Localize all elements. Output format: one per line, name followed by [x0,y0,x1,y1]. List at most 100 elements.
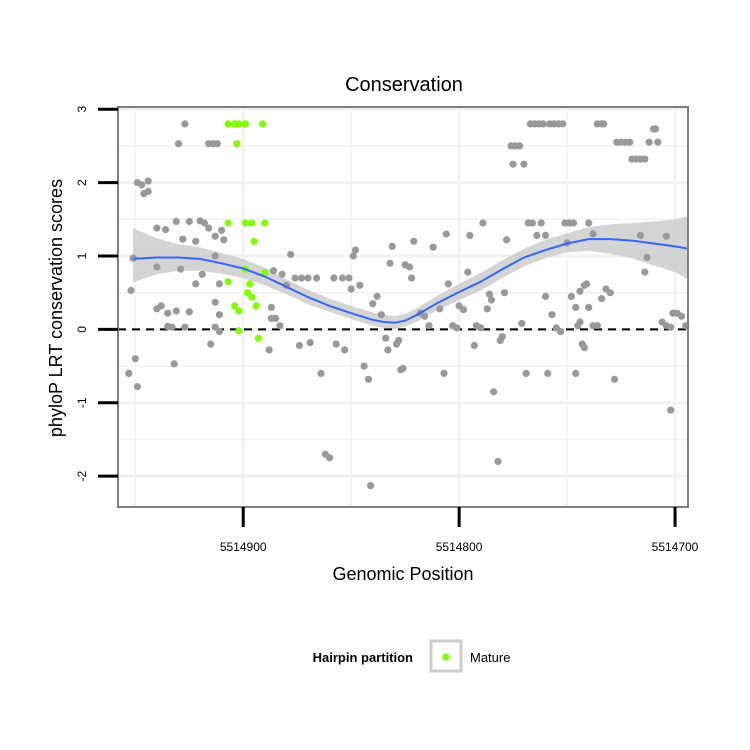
data-point [177,265,185,273]
data-point [498,333,506,341]
data-point [326,454,334,462]
data-point [382,334,390,342]
data-point [157,302,165,310]
data-point [200,219,208,227]
data-point-mature [261,269,269,277]
data-point [369,300,377,308]
data-point [500,289,509,297]
data-point [341,346,349,354]
data-point [667,323,675,331]
data-point [570,219,578,227]
data-point [541,292,550,300]
data-point [384,346,392,354]
y-tick-label: 0 [75,326,89,333]
y-tick-label: 3 [75,106,89,113]
data-point [213,140,221,148]
data-point [172,217,180,226]
y-tick-label: 1 [75,252,89,259]
data-point [585,303,593,311]
data-point [265,346,273,354]
data-point [477,324,485,332]
data-point [345,274,353,282]
data-point [470,341,478,350]
data-point [330,274,338,282]
data-point [667,406,675,414]
data-point [388,242,396,250]
data-point [459,306,468,314]
data-point [645,138,653,146]
data-point [153,263,161,271]
data-point-mature [241,219,249,227]
data-point [269,267,278,275]
points-other [125,120,690,490]
data-point [164,309,172,317]
data-point [606,289,614,297]
data-point [144,187,152,195]
data-point [205,140,213,148]
data-point [198,270,206,278]
data-point [539,120,547,128]
data-point [131,355,139,363]
data-point-mature [241,120,249,128]
data-point [494,457,502,466]
data-point [211,323,219,331]
data-point [528,219,537,227]
data-point [364,375,373,383]
data-point-mature [248,293,256,301]
data-point-mature [254,334,262,342]
data-point [367,482,375,490]
data-point [207,340,215,348]
data-point [611,375,619,383]
data-point [585,219,593,227]
data-point [641,155,649,163]
x-tick-label: 5514800 [436,540,483,554]
data-point [332,340,340,348]
x-axis: 5514900 5514800 5514700 [220,507,699,554]
data-point-mature [248,219,256,227]
data-point [464,268,472,276]
data-point [291,274,299,282]
data-point-mature [224,219,232,227]
data-point [306,339,314,347]
data-point [533,231,541,239]
data-point [425,322,433,330]
x-tick-label: 5514700 [652,540,699,554]
data-point [421,312,429,320]
data-point [185,308,193,316]
data-point [377,311,385,319]
data-point-mature [250,237,258,245]
data-point [399,364,407,372]
data-point [179,235,187,243]
y-tick-label: -1 [75,397,89,408]
data-point [395,336,403,344]
data-point-mature [224,278,232,286]
data-point [349,252,357,260]
data-point [626,138,634,146]
data-point [211,298,219,306]
data-point [211,252,219,260]
data-point-mature [231,302,239,310]
data-point [559,120,567,128]
data-point [490,388,498,396]
data-point [541,231,550,239]
data-point [297,274,306,282]
data-point [522,369,530,377]
data-point [304,274,312,282]
data-point [356,281,364,289]
data-point [405,263,414,271]
data-point [652,125,660,133]
data-point [215,328,224,336]
data-point [276,322,284,330]
data-point [133,383,141,391]
data-point-mature [259,120,267,128]
data-point [185,217,193,226]
data-point [172,307,180,315]
x-axis-label: Genomic Position [332,564,473,584]
data-point [338,274,347,282]
data-point [516,142,524,150]
data-point [170,360,178,368]
data-point [503,236,511,244]
data-point [509,160,517,168]
data-point-mature [261,219,269,227]
